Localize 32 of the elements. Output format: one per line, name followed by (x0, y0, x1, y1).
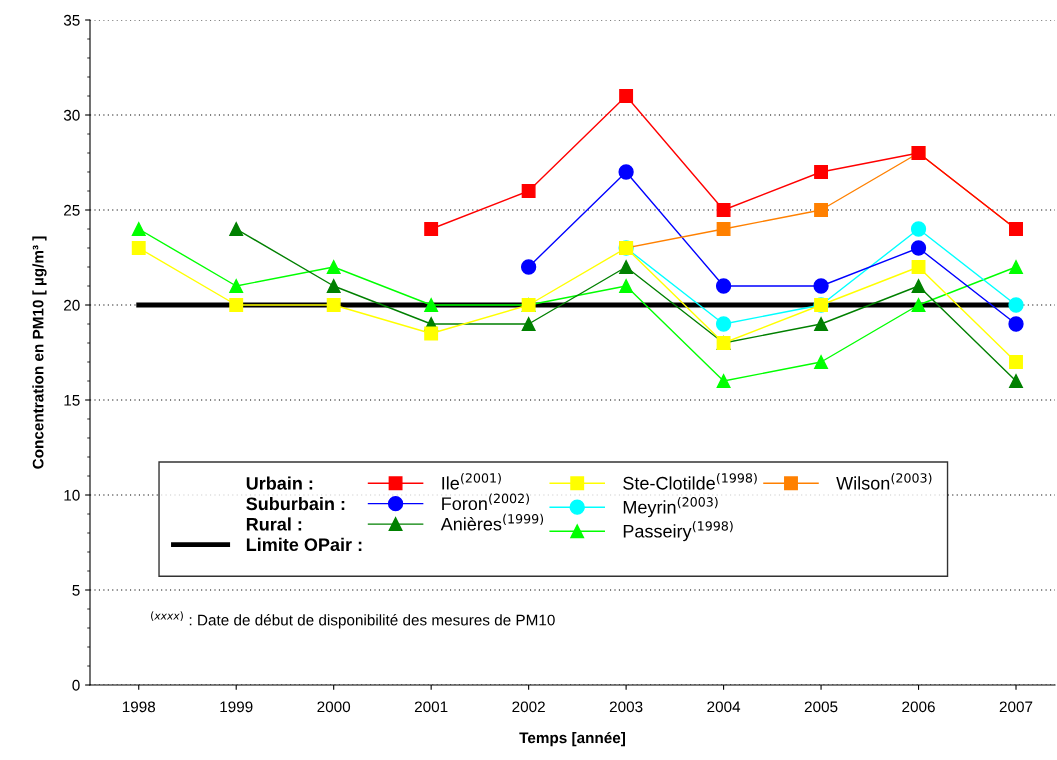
x-tick-label: 2004 (707, 701, 741, 713)
y-tick-label: 5 (72, 585, 80, 596)
legend-label: Limite OPair : (246, 537, 362, 552)
y-tick-label: 10 (64, 489, 80, 501)
y-tick-label: 25 (64, 204, 80, 216)
legend-label: Ile$^{(2001)}$ (442, 472, 501, 490)
y-tick-label: 30 (63, 109, 80, 121)
y-tick-label: 0 (72, 679, 80, 691)
annotation: Rural : (246, 517, 302, 531)
x-tick-label: 2007 (999, 701, 1033, 713)
legend-label: Wilson$^{(2003)}$ (836, 472, 932, 490)
legend-label: Ste-Clotilde$^{(1998)}$ (623, 472, 757, 490)
x-tick-label: 1998 (122, 701, 156, 713)
x-tick-label: 2002 (512, 701, 545, 713)
annotation: Urbain : (246, 476, 313, 490)
x-tick-label: 2001 (414, 701, 448, 713)
x-tick-label: 2005 (804, 701, 838, 713)
legend-label: Passeiry$^{(1998)}$ (623, 520, 733, 542)
x-tick-label: 1999 (220, 701, 253, 713)
y-axis-title: Concentration en PM10 [ µg/m³ ] (32, 236, 47, 469)
x-tick-label: 2000 (317, 701, 351, 713)
annotation: Suburbain : (246, 496, 345, 511)
y-tick-label: 15 (64, 395, 80, 406)
legend-label: Foron$^{(2002)}$ (442, 493, 529, 511)
legend-label: Anières$^{(1999)}$ (440, 513, 544, 531)
y-tick-label: 20 (64, 299, 80, 311)
y-tick-label: 35 (63, 14, 80, 26)
legend-label: Meyrin$^{(2003)}$ (623, 496, 718, 518)
x-tick-label: 2006 (902, 701, 935, 713)
x-axis-title: Temps [année] (519, 731, 625, 747)
x-tick-label: 2003 (609, 701, 643, 713)
annotation: $^{(xxxx)}$ : Date de début de disponibilité des mesures de PM10 (151, 611, 555, 629)
